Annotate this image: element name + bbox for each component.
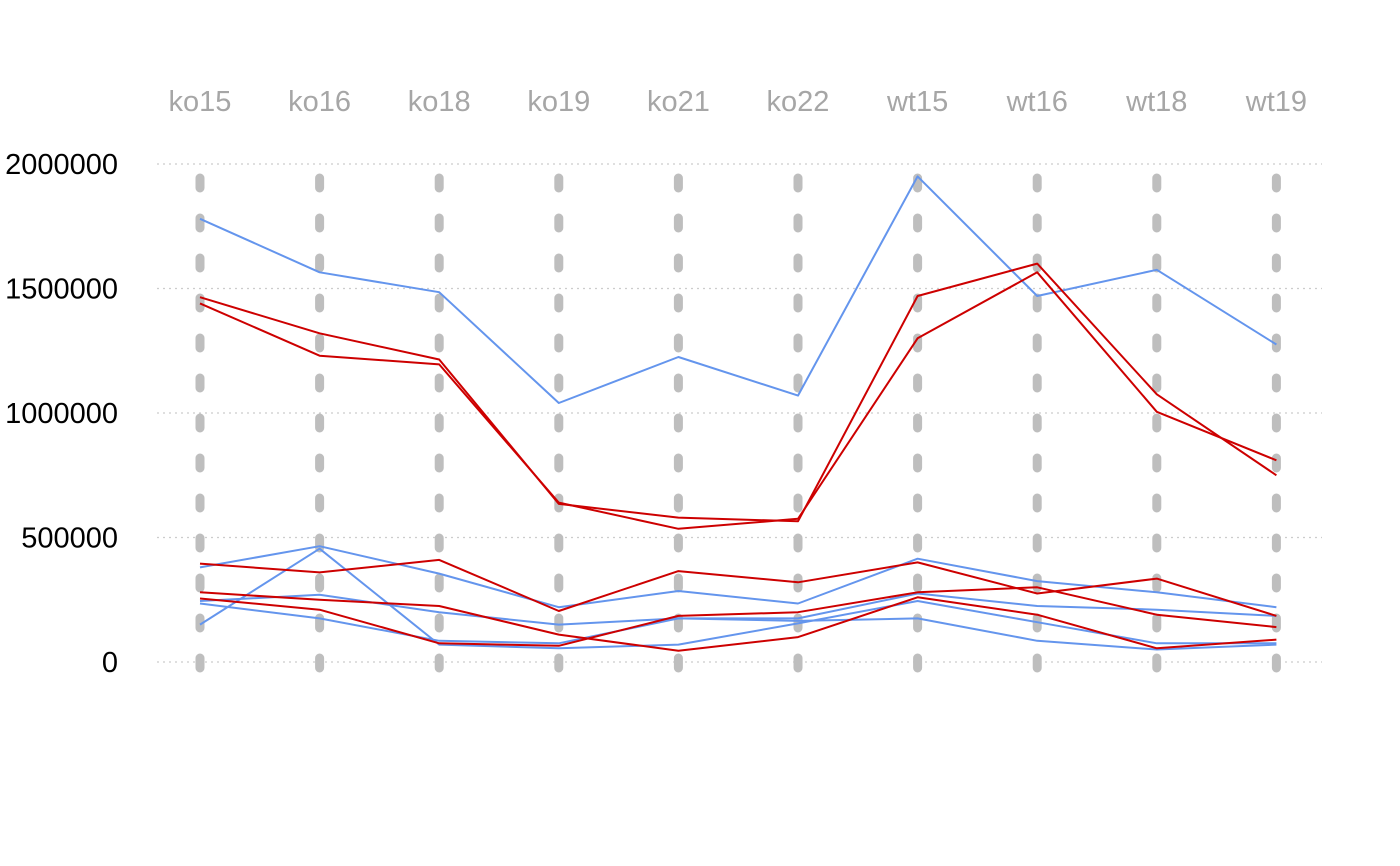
series-line-blue-1 [199, 175, 1277, 404]
sample-guides [195, 173, 1281, 677]
y-tick-label: 500000 [21, 523, 118, 555]
x-tick-label: wt18 [1125, 86, 1187, 118]
y-tick-label: 2000000 [5, 149, 118, 181]
series-line-blue-5 [199, 547, 1277, 650]
y-tick-label: 1000000 [5, 398, 118, 430]
x-tick-label: wt16 [1006, 86, 1068, 118]
x-tick-label: ko15 [169, 86, 232, 118]
series-line-red-9 [199, 591, 1277, 652]
y-tick-label: 1500000 [5, 274, 118, 306]
series-line-red-6 [199, 262, 1277, 523]
x-axis-ticks: ko15 ko16 ko18 ko19 ko21 ko22 wt15 wt16 wt18 wt19 [169, 86, 1307, 118]
x-tick-label: ko19 [527, 86, 590, 118]
x-tick-label: ko22 [767, 86, 830, 118]
y-axis-ticks: 0 500000 1000000 1500000 2000000 [5, 149, 118, 679]
series-line-red-7 [199, 271, 1277, 530]
grid-layer [157, 163, 1322, 663]
x-tick-label: ko18 [408, 86, 471, 118]
series-line-red-8 [199, 558, 1277, 617]
series-lines [199, 175, 1277, 652]
y-tick-label: 0 [102, 647, 118, 679]
x-tick-label: wt15 [886, 86, 948, 118]
x-tick-label: ko21 [647, 86, 710, 118]
series-line-blue-4 [199, 592, 1277, 645]
x-tick-label: wt19 [1245, 86, 1307, 118]
series-line-red-10 [199, 586, 1277, 647]
x-tick-label: ko16 [288, 86, 351, 118]
